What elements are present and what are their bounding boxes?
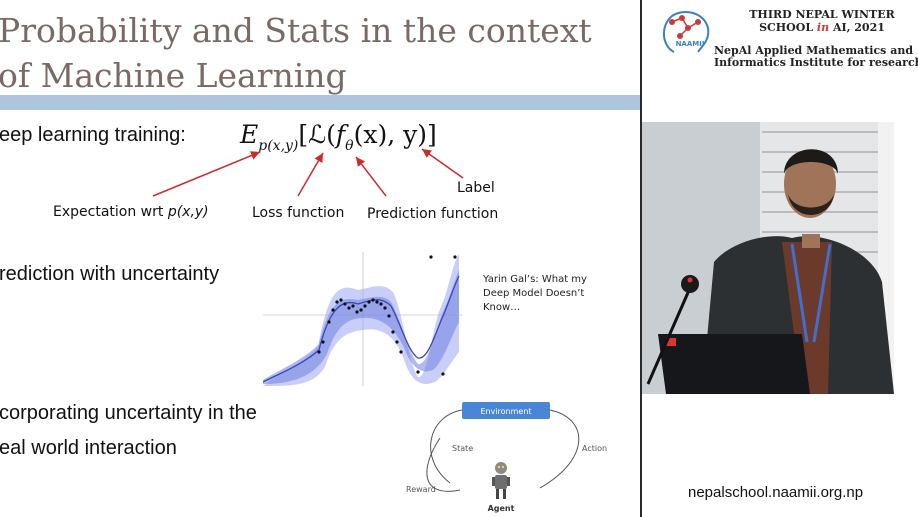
annotation-arrows	[152, 148, 464, 197]
bullet-deep-learning: eep learning training:	[0, 124, 186, 146]
speaker-camera-feed	[642, 122, 894, 394]
school-title-line2: SCHOOL in AI, 2021	[759, 21, 885, 34]
eq-args: (x), y)]	[353, 120, 437, 149]
logo-wordmark: NAAMII	[676, 40, 705, 48]
observation-points	[317, 255, 457, 376]
annotation-expectation: Expectation wrt p(x,y)	[53, 204, 209, 220]
annotation-prediction: Prediction function	[367, 206, 499, 222]
predictive-mean-line	[263, 275, 460, 383]
slide-title-line2: of Machine Learning	[0, 56, 347, 95]
institute-name: NepAl Applied Mathematics and Informatic…	[714, 45, 918, 69]
speaker-video-image	[642, 122, 894, 394]
uncertainty-plot	[263, 252, 463, 386]
loop-right-arc	[539, 409, 580, 489]
bullet-prediction-uncertainty: rediction with uncertainty	[0, 263, 220, 285]
eq-expectation: E	[240, 120, 259, 149]
loop-left-arc	[430, 409, 463, 484]
eq-expectation-sub: p(x,y)	[258, 138, 299, 154]
arrow-loss	[297, 152, 324, 197]
bullet-real-world: eal world interaction	[0, 437, 177, 459]
agent-label: Agent	[488, 504, 515, 513]
school-title-line1: THIRD NEPAL WINTER	[749, 8, 895, 21]
expectation-equation: Ep(x,y)[ℒ(fθ(x), y)]	[240, 120, 437, 154]
citation-line3: Know…	[483, 302, 521, 313]
institute-line2: Informatics Institute for research	[714, 56, 918, 69]
title-accent-bar	[0, 95, 640, 110]
citation-line2: Deep Model Doesn’t	[483, 288, 585, 299]
annotation-label: Label	[457, 180, 495, 196]
state-label: State	[452, 444, 473, 453]
environment-box	[462, 402, 550, 419]
action-label: Action	[582, 444, 607, 453]
eq-loss-open: [ℒ(	[298, 120, 336, 149]
institute-line1: NepAl Applied Mathematics and	[714, 44, 914, 57]
arrow-label	[421, 148, 464, 179]
uncertainty-band-outer	[263, 254, 459, 386]
bullet-incorporating-uncertainty: corporating uncertainty in the	[0, 402, 257, 424]
rl-loop-diagram: Environment State Action Reward Agent	[406, 402, 607, 513]
school-url-link[interactable]: nepalschool.naamii.org.np	[688, 484, 864, 501]
slide-panel: Probability and Stats in the context of …	[0, 8, 640, 513]
eq-func-sub: θ	[345, 138, 354, 154]
annotation-loss: Loss function	[252, 205, 345, 221]
citation-line1: Yarin Gal’s: What my	[483, 274, 587, 285]
loop-outer-arc	[426, 437, 461, 492]
arrow-expectation	[152, 151, 261, 197]
panel-divider	[640, 0, 642, 517]
slide-title-line1: Probability and Stats in the context	[0, 11, 592, 50]
environment-label: Environment	[480, 407, 531, 416]
arrow-prediction	[355, 156, 387, 197]
school-title: THIRD NEPAL WINTER SCHOOL in AI, 2021	[732, 8, 912, 34]
naamii-logo-icon: NAAMII	[663, 11, 710, 53]
slide-title: Probability and Stats in the context of …	[0, 8, 592, 98]
agent-robot-icon	[492, 462, 510, 499]
citation-note: Yarin Gal’s: What my Deep Model Doesn’t …	[483, 273, 613, 315]
reward-label: Reward	[406, 485, 436, 494]
eq-func: f	[335, 120, 346, 149]
event-sidebar: NAAMII THIRD NEPAL WINTER SCHOOL in AI, …	[642, 0, 918, 517]
